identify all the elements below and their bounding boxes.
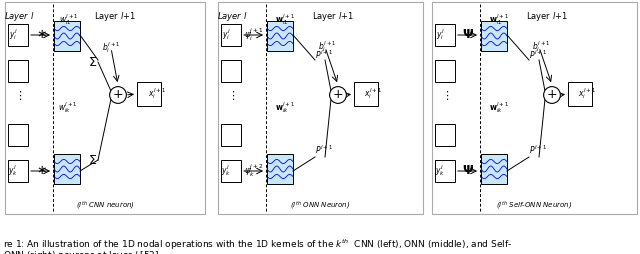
Text: $x_i^{l+1}$: $x_i^{l+1}$ [364, 87, 382, 101]
Bar [8, 60, 28, 82]
Bar [221, 160, 241, 182]
Text: $\ast$: $\ast$ [36, 28, 47, 41]
Bar [267, 21, 293, 51]
Text: $y_i^l$: $y_i^l$ [221, 27, 230, 42]
Text: $\psi_k^{j+2}$: $\psi_k^{j+2}$ [244, 163, 264, 179]
Text: $+$: $+$ [113, 88, 124, 102]
Text: $\Sigma$: $\Sigma$ [88, 153, 97, 167]
Text: Layer $l$+1: Layer $l$+1 [312, 10, 354, 23]
Bar [354, 82, 378, 106]
Text: $x_i^{l+1}$: $x_i^{l+1}$ [148, 87, 166, 101]
Bar [218, 2, 423, 214]
Bar [8, 160, 28, 182]
Text: $\vdots$: $\vdots$ [441, 88, 449, 102]
Bar [435, 124, 455, 146]
Bar [221, 124, 241, 146]
Text: $\mathbf{w}_{i1}^{l+1}$: $\mathbf{w}_{i1}^{l+1}$ [489, 12, 509, 27]
Text: $y_k^l$: $y_k^l$ [8, 164, 18, 179]
Text: $x_i^{l+1}$: $x_i^{l+1}$ [578, 87, 596, 101]
Bar [8, 124, 28, 146]
Text: ($l^{th}$ CNN neuron): ($l^{th}$ CNN neuron) [76, 199, 134, 211]
Bar [54, 21, 80, 51]
Bar [221, 24, 241, 46]
Text: $\mathbf{w}_{ik}^{l+1}$: $\mathbf{w}_{ik}^{l+1}$ [275, 100, 295, 115]
Text: Layer $l$: Layer $l$ [4, 10, 34, 23]
Bar [568, 82, 592, 106]
Text: $\psi_i^{j+1}$: $\psi_i^{j+1}$ [244, 27, 264, 43]
Text: Layer $l$+1: Layer $l$+1 [94, 10, 136, 23]
Text: $+$: $+$ [547, 88, 557, 102]
Bar [435, 160, 455, 182]
Text: ($l^{th}$ Self-ONN Neuron): ($l^{th}$ Self-ONN Neuron) [496, 199, 572, 211]
Bar [481, 154, 507, 184]
Text: ONN (right) neurons at layer $l$ [52].: ONN (right) neurons at layer $l$ [52]. [3, 249, 162, 254]
Text: $b_i^{l+1}$: $b_i^{l+1}$ [318, 40, 337, 54]
Bar [267, 154, 293, 184]
Bar [221, 60, 241, 82]
Text: $+$: $+$ [332, 88, 344, 102]
Bar [137, 82, 161, 106]
Text: $y_k^l$: $y_k^l$ [221, 164, 231, 179]
Text: $y_i^l$: $y_i^l$ [9, 27, 17, 42]
Text: $P^{l+1}$: $P^{l+1}$ [315, 144, 333, 156]
Text: $P^{l+1}$: $P^{l+1}$ [529, 49, 547, 61]
Text: Layer $l$: Layer $l$ [217, 10, 247, 23]
Text: $\boldsymbol{\Psi}$: $\boldsymbol{\Psi}$ [462, 28, 474, 41]
Text: $\mathbf{w}_{ik}^{l+1}$: $\mathbf{w}_{ik}^{l+1}$ [489, 100, 509, 115]
Text: $\vdots$: $\vdots$ [14, 88, 22, 102]
Text: $b_i^{l+1}$: $b_i^{l+1}$ [102, 41, 120, 55]
Text: $\mathbf{w}_{i1}^{l+1}$: $\mathbf{w}_{i1}^{l+1}$ [275, 12, 295, 27]
Bar [8, 24, 28, 46]
Text: $y_i^l$: $y_i^l$ [436, 27, 444, 42]
Text: $\boldsymbol{\Psi}$: $\boldsymbol{\Psi}$ [462, 165, 474, 178]
Text: $b_i^{l+1}$: $b_i^{l+1}$ [532, 40, 550, 54]
Text: $\ast$: $\ast$ [36, 165, 47, 178]
Text: re 1: An illustration of the 1D nodal operations with the 1D kernels of the $k^{: re 1: An illustration of the 1D nodal op… [3, 238, 512, 252]
Bar [5, 2, 205, 214]
Text: $\vdots$: $\vdots$ [227, 88, 235, 102]
Bar [432, 2, 637, 214]
Text: $w_{i1}^{l+1}$: $w_{i1}^{l+1}$ [60, 12, 79, 27]
Text: Layer $l$+1: Layer $l$+1 [526, 10, 568, 23]
Bar [435, 24, 455, 46]
Text: $y_k^l$: $y_k^l$ [435, 164, 445, 179]
Bar [435, 60, 455, 82]
Text: $\Sigma$: $\Sigma$ [88, 56, 97, 69]
Text: $w_{ik}^{l+1}$: $w_{ik}^{l+1}$ [58, 100, 78, 115]
Bar [481, 21, 507, 51]
Text: $P^{l+1}$: $P^{l+1}$ [529, 144, 547, 156]
Bar [54, 154, 80, 184]
Text: ($l^{th}$ ONN Neuron): ($l^{th}$ ONN Neuron) [290, 199, 350, 211]
Text: $P^{l+1}$: $P^{l+1}$ [315, 49, 333, 61]
